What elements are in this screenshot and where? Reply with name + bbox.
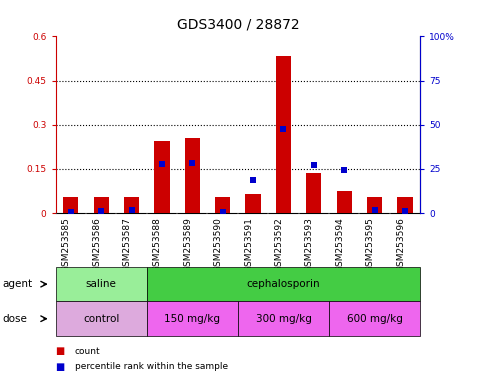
Text: saline: saline <box>85 279 116 289</box>
Point <box>371 207 379 214</box>
Text: 150 mg/kg: 150 mg/kg <box>164 314 220 324</box>
Text: GSM253585: GSM253585 <box>62 217 71 272</box>
Text: GSM253594: GSM253594 <box>335 217 344 272</box>
Text: GSM253592: GSM253592 <box>274 217 284 272</box>
Bar <box>276 56 291 213</box>
Point <box>219 209 227 215</box>
Point <box>97 208 105 214</box>
Point <box>401 208 409 214</box>
Bar <box>337 191 352 213</box>
Text: ■: ■ <box>56 362 65 372</box>
Text: cephalosporin: cephalosporin <box>247 279 320 289</box>
Point <box>188 160 196 166</box>
Bar <box>215 197 230 213</box>
Point <box>158 161 166 167</box>
Bar <box>367 197 382 213</box>
Text: GSM253591: GSM253591 <box>244 217 253 272</box>
Text: ■: ■ <box>56 346 65 356</box>
Text: dose: dose <box>2 314 28 324</box>
Point <box>128 207 135 214</box>
Text: 300 mg/kg: 300 mg/kg <box>256 314 312 324</box>
Text: GSM253595: GSM253595 <box>366 217 375 272</box>
Bar <box>245 194 261 213</box>
Bar <box>63 197 78 213</box>
Bar <box>398 197 412 213</box>
Text: agent: agent <box>2 279 32 289</box>
Point <box>310 162 318 169</box>
Text: GSM253589: GSM253589 <box>183 217 192 272</box>
Text: GSM253590: GSM253590 <box>213 217 223 272</box>
Text: GDS3400 / 28872: GDS3400 / 28872 <box>177 17 299 31</box>
Bar <box>94 197 109 213</box>
Bar <box>306 174 322 213</box>
Point <box>341 167 348 173</box>
Text: GSM253586: GSM253586 <box>92 217 101 272</box>
Text: control: control <box>83 314 119 324</box>
Point <box>280 126 287 132</box>
Text: GSM253588: GSM253588 <box>153 217 162 272</box>
Bar <box>185 138 200 213</box>
Bar <box>154 141 170 213</box>
Text: GSM253596: GSM253596 <box>396 217 405 272</box>
Text: count: count <box>75 347 100 356</box>
Point <box>67 209 74 215</box>
Point <box>249 177 257 184</box>
Text: GSM253587: GSM253587 <box>123 217 131 272</box>
Text: GSM253593: GSM253593 <box>305 217 314 272</box>
Text: 600 mg/kg: 600 mg/kg <box>347 314 402 324</box>
Text: percentile rank within the sample: percentile rank within the sample <box>75 362 228 371</box>
Bar <box>124 197 139 213</box>
